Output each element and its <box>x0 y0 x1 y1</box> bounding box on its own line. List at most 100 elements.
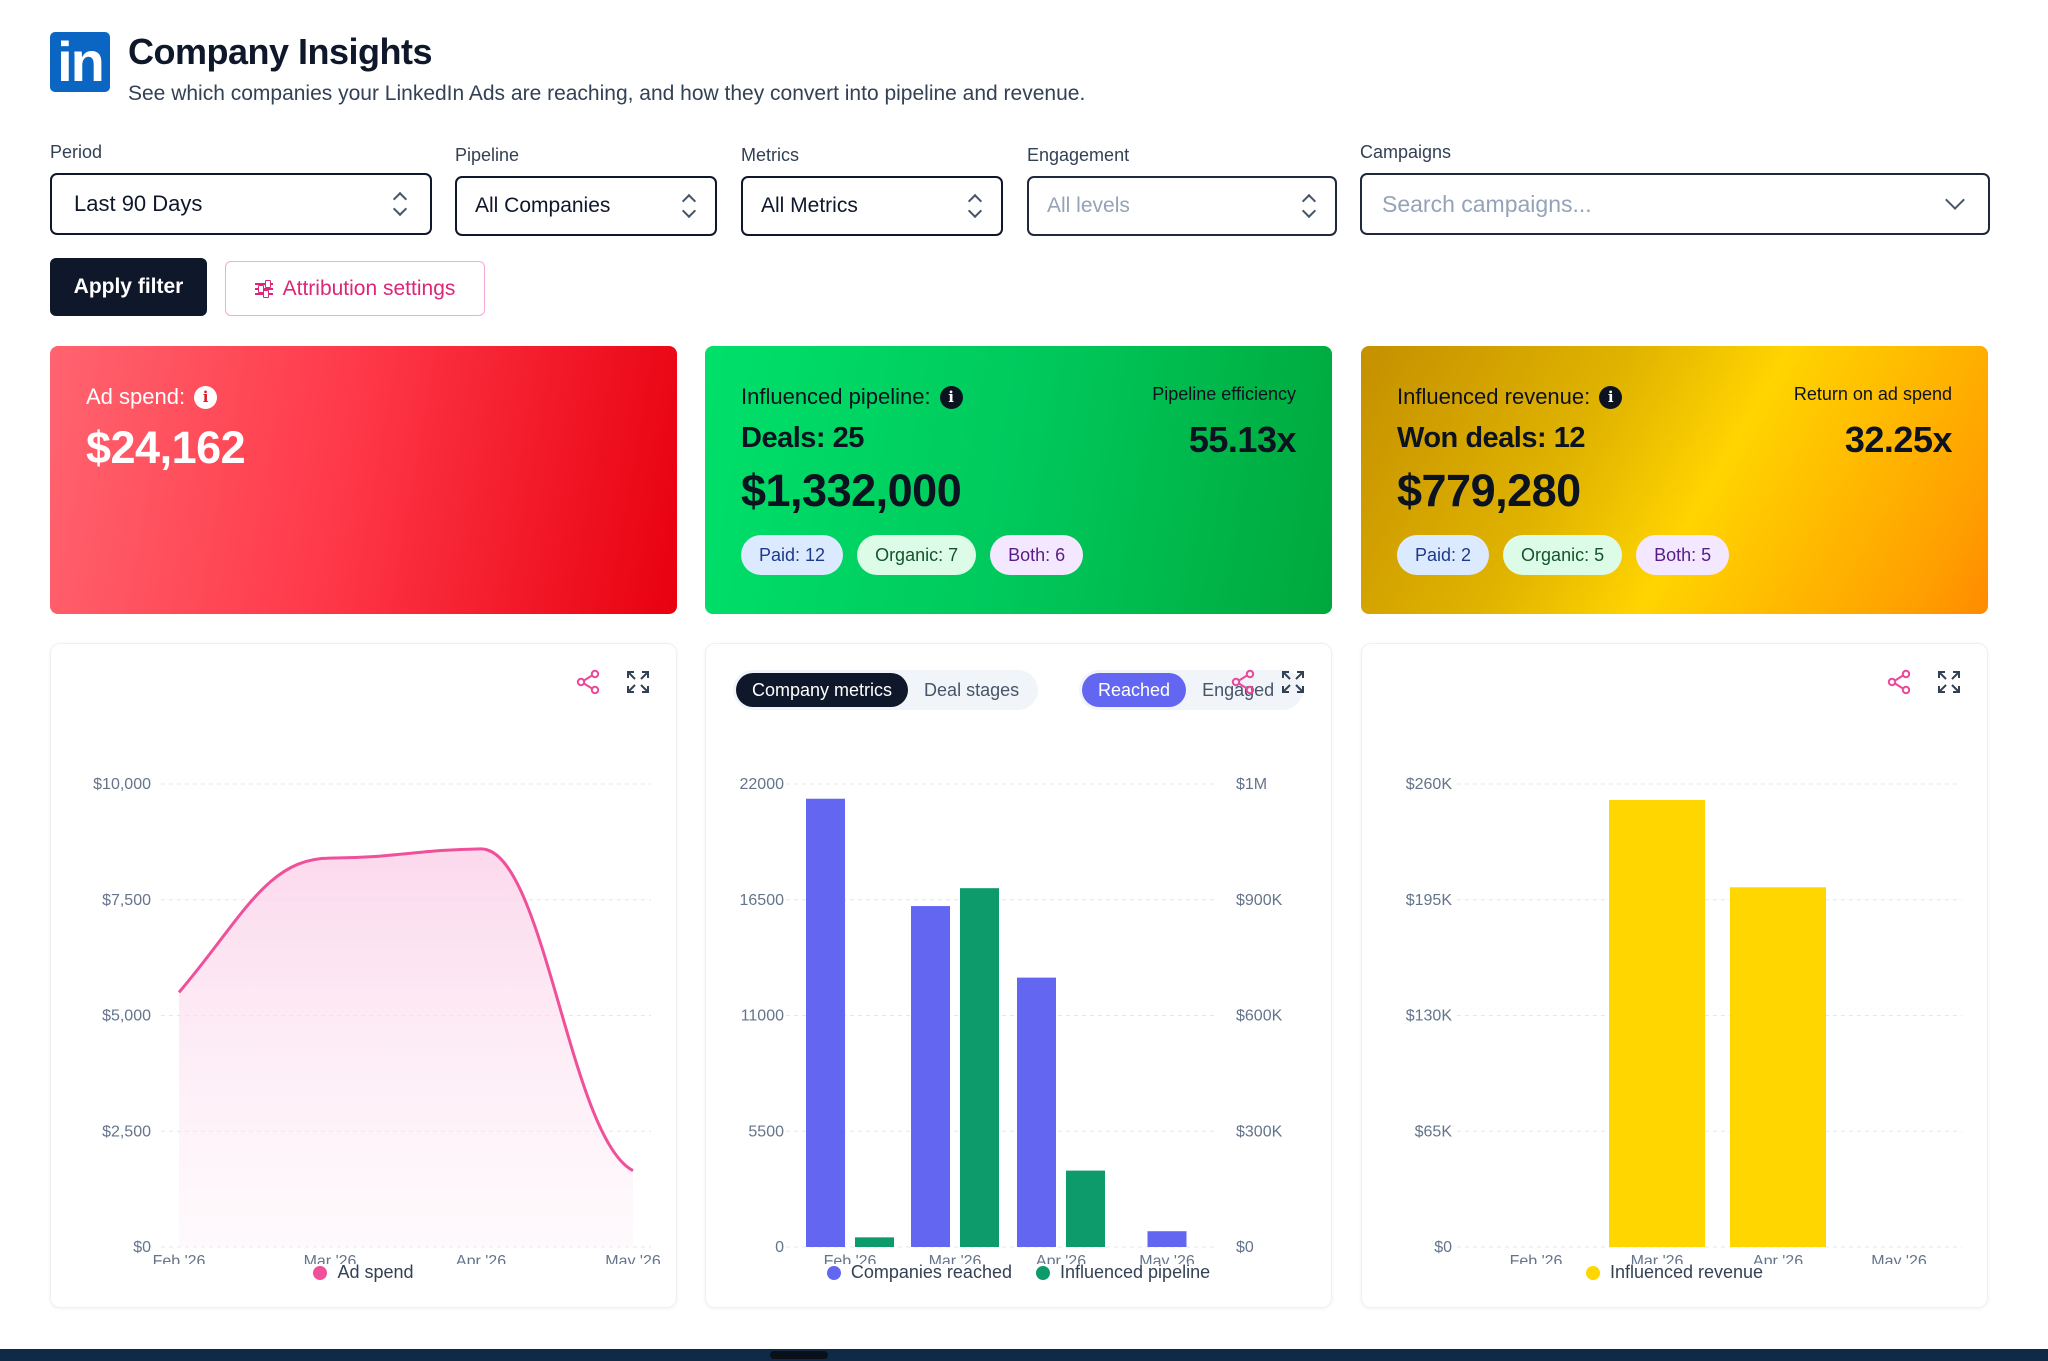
attribution-settings-button[interactable]: Attribution settings <box>225 261 485 316</box>
engagement-select[interactable]: All levels <box>1027 176 1337 236</box>
pipeline-select[interactable]: All Companies <box>455 176 717 236</box>
ad-spend-area <box>179 848 633 1247</box>
x-tick-label: Feb '26 <box>153 1253 206 1264</box>
x-tick-label: Apr '26 <box>456 1253 506 1264</box>
bar-influenced-pipeline <box>960 888 999 1247</box>
y-tick-label: 0 <box>775 1239 784 1256</box>
influenced-revenue-card: Influenced revenue: i Won deals: 12 $779… <box>1361 346 1988 614</box>
both-badge: Both: 6 <box>990 535 1084 575</box>
revenue-chart-card: $0 $65K $130K $195K $260K Feb '26 Mar '26 Apr '… <box>1361 643 1988 1308</box>
bar-influenced-pipeline <box>855 1237 894 1247</box>
legend-label: Influenced revenue <box>1609 1262 1764 1282</box>
bar-companies-reached <box>1017 977 1056 1247</box>
campaigns-label: Campaigns <box>1360 142 1452 162</box>
chart-view-toggle: Company metrics Deal stages <box>733 670 1039 710</box>
chart-legend: Ad spend <box>51 1262 676 1283</box>
metrics-filter: Metrics All Metrics <box>741 145 1003 236</box>
y-tick-label: $5,000 <box>102 1008 151 1025</box>
legend-dot <box>1585 1265 1600 1280</box>
period-select[interactable]: Last 90 Days <box>50 173 432 235</box>
y-tick-label: $195K <box>1406 892 1453 909</box>
revenue-chart: $0 $65K $130K $195K $260K Feb '26 Mar '26 Apr '… <box>1406 776 1962 1264</box>
campaigns-filter: Campaigns Search campaigns... <box>1360 142 1990 235</box>
tab-engaged[interactable]: Engaged <box>1186 673 1290 707</box>
legend-dot <box>313 1265 328 1280</box>
influenced-pipeline-label: Influenced pipeline: <box>741 384 931 409</box>
expand-icon[interactable] <box>624 668 652 696</box>
both-badge: Both: 5 <box>1636 535 1730 575</box>
engagement-filter: Engagement All levels <box>1027 145 1337 236</box>
legend-dot <box>1035 1265 1050 1280</box>
influenced-revenue-label: Influenced revenue: <box>1397 384 1591 409</box>
sort-arrows-icon <box>1301 193 1317 219</box>
pipeline-value: All Companies <box>475 194 611 217</box>
metrics-select[interactable]: All Metrics <box>741 176 1003 236</box>
y-tick-label: 5500 <box>748 1123 784 1140</box>
y-tick-label: $2,500 <box>102 1123 151 1140</box>
x-tick-label: May '26 <box>605 1253 661 1264</box>
pipeline-efficiency-label: Pipeline efficiency <box>1152 384 1296 404</box>
ad-spend-label-row: Ad spend: i <box>86 384 641 410</box>
organic-badge: Organic: 7 <box>857 535 977 575</box>
apply-filter-button[interactable]: Apply filter <box>50 258 207 316</box>
tab-company-metrics[interactable]: Company metrics <box>736 673 909 707</box>
x-tick-label: Mar '26 <box>929 1253 982 1264</box>
campaigns-search-input[interactable]: Search campaigns... <box>1360 173 1990 235</box>
influenced-pipeline-card: Influenced pipeline: i Deals: 25 $1,332,… <box>705 346 1332 614</box>
sort-arrows-icon <box>681 193 697 219</box>
roas-label: Return on ad spend <box>1793 384 1952 404</box>
page-subtitle: See which companies your LinkedIn Ads ar… <box>128 82 1086 105</box>
share-icon[interactable] <box>574 668 602 696</box>
period-value: Last 90 Days <box>74 191 203 216</box>
share-icon[interactable] <box>1229 668 1257 696</box>
bar-companies-reached <box>806 798 845 1247</box>
chevron-down-icon <box>1945 190 1965 210</box>
engagement-placeholder: All levels <box>1047 194 1130 217</box>
company-metrics-chart: 0 5500 11000 16500 22000 $0 $300K $600K $900K $1M… <box>740 776 1283 1264</box>
y-tick-label: $0 <box>1434 1239 1452 1256</box>
company-metrics-chart-card: Company metrics Deal stages Reached Enga… <box>705 643 1332 1308</box>
y-tick-label: 11000 <box>741 1008 784 1025</box>
expand-icon[interactable] <box>1279 668 1307 696</box>
info-icon[interactable]: i <box>1599 385 1623 409</box>
ad-spend-card: Ad spend: i $24,162 <box>50 346 677 614</box>
scroll-handle[interactable] <box>770 1351 828 1359</box>
roas-value: 32.25x <box>1844 419 1953 460</box>
legend-item-companies-reached[interactable]: Companies reached <box>826 1262 1012 1283</box>
tab-deal-stages[interactable]: Deal stages <box>908 673 1035 707</box>
legend-item-influenced-revenue[interactable]: Influenced revenue <box>1585 1262 1764 1283</box>
y-tick-label: 22000 <box>740 776 785 793</box>
expand-icon[interactable] <box>1935 668 1963 696</box>
pipeline-label: Pipeline <box>455 145 520 165</box>
legend-item-ad-spend[interactable]: Ad spend <box>313 1262 414 1283</box>
campaigns-placeholder: Search campaigns... <box>1382 190 1592 217</box>
metrics-value: All Metrics <box>761 194 858 217</box>
y-tick-label: $130K <box>1406 1008 1453 1025</box>
page-title: Company Insights <box>128 31 433 72</box>
engagement-label: Engagement <box>1027 145 1130 165</box>
chart-legend: Influenced revenue <box>1362 1262 1987 1283</box>
ad-spend-line <box>177 847 634 1172</box>
bar-influenced-revenue <box>1609 800 1705 1247</box>
info-icon[interactable]: i <box>194 385 218 409</box>
bar-companies-reached <box>911 906 950 1247</box>
sliders-icon <box>254 279 273 298</box>
info-icon[interactable]: i <box>939 385 963 409</box>
x-tick-label: May '26 <box>1139 1253 1195 1264</box>
tab-reached[interactable]: Reached <box>1082 673 1187 707</box>
bar-influenced-pipeline <box>1066 1170 1105 1247</box>
share-icon[interactable] <box>1885 668 1913 696</box>
y-right-tick-label: $1M <box>1236 776 1267 793</box>
bar-companies-reached <box>1147 1231 1187 1247</box>
pipeline-value: $1,332,000 <box>741 465 962 516</box>
y-right-tick-label: $0 <box>1236 1239 1254 1256</box>
revenue-label-row: Influenced revenue: i <box>1397 384 1952 410</box>
y-tick-label: $7,500 <box>102 892 151 909</box>
legend-item-influenced-pipeline[interactable]: Influenced pipeline <box>1035 1262 1210 1283</box>
page-header: in Company Insights See which companies … <box>50 32 1085 106</box>
revenue-breakdown: Paid: 2 Organic: 5 Both: 5 <box>1397 535 1952 575</box>
pipeline-breakdown: Paid: 12 Organic: 7 Both: 6 <box>741 535 1296 575</box>
ad-spend-chart-card: $0 $2,500 $5,000 $7,500 $10,000 Feb '26 Mar '2… <box>50 643 677 1308</box>
x-tick-label: Apr '26 <box>1036 1253 1086 1264</box>
y-tick-label: $0 <box>133 1239 151 1256</box>
